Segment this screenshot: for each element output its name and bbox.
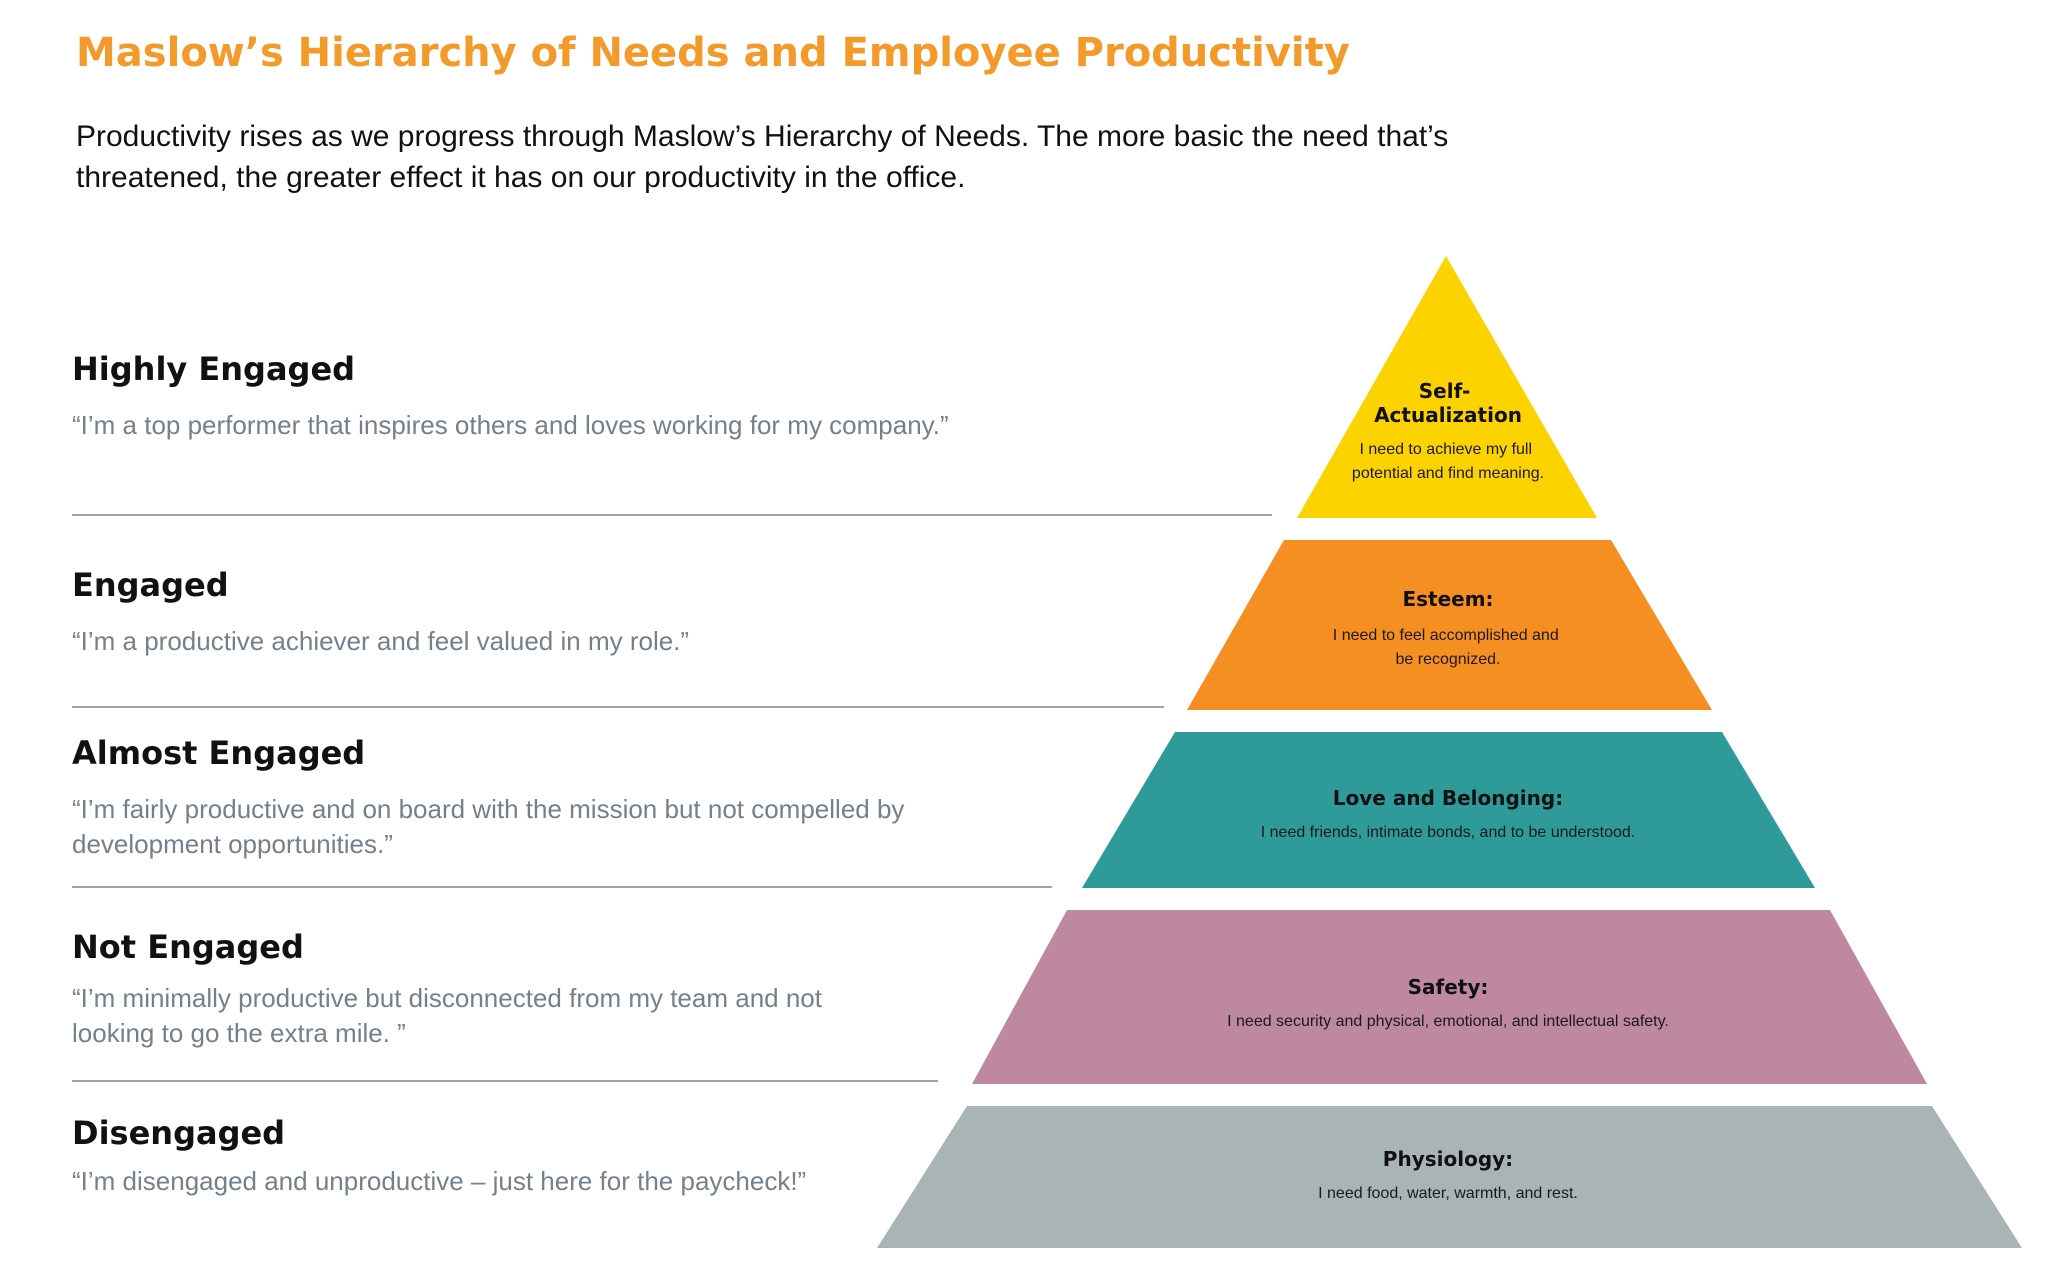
tier-description: I need to achieve my full potential and … <box>1352 441 1544 482</box>
tier-description: I need security and physical, emotional,… <box>1227 1013 1669 1030</box>
level-divider <box>72 514 1272 516</box>
tier-self-actualization: Self- Actualization I need to achieve my… <box>1297 256 1597 518</box>
level-quote-highly-engaged: “I’m a top performer that inspires other… <box>72 410 949 440</box>
level-quote-disengaged: “I’m disengaged and unproductive – just … <box>72 1166 807 1196</box>
tier-name: Love and Belonging: <box>1333 786 1563 810</box>
tier-shape <box>1082 732 1815 888</box>
tier-name: Physiology: <box>1383 1147 1513 1171</box>
level-quote-almost-engaged: “I’m fairly productive and on board with… <box>72 794 905 859</box>
tier-description: I need to feel accomplished and be recog… <box>1333 627 1563 668</box>
tier-shape <box>1187 540 1712 710</box>
tier-love-and-belonging: Love and Belonging: I need friends, inti… <box>1082 732 1815 888</box>
level-quote-engaged: “I’m a productive achiever and feel valu… <box>72 626 690 656</box>
level-heading-highly-engaged: Highly Engaged <box>72 350 356 388</box>
level-heading-almost-engaged: Almost Engaged <box>72 734 366 772</box>
tier-shape <box>972 910 1927 1084</box>
tier-safety: Safety: I need security and physical, em… <box>972 910 1927 1084</box>
page-subtitle: Productivity rises as we progress throug… <box>76 120 1449 194</box>
tier-shape <box>1297 256 1597 518</box>
tier-name: Safety: <box>1408 975 1489 999</box>
tier-physiology: Physiology: I need food, water, warmth, … <box>877 1106 2022 1248</box>
page-title: Maslow’s Hierarchy of Needs and Employee… <box>76 30 1350 76</box>
level-heading-engaged: Engaged <box>72 566 229 604</box>
tier-name: Esteem: <box>1402 587 1493 611</box>
tier-description: I need friends, intimate bonds, and to b… <box>1261 824 1635 841</box>
tier-esteem: Esteem: I need to feel accomplished and … <box>1187 540 1712 710</box>
level-divider <box>72 1080 938 1082</box>
tier-name: Self- Actualization <box>1374 379 1522 427</box>
level-heading-not-engaged: Not Engaged <box>72 928 304 966</box>
level-divider <box>72 886 1052 888</box>
level-divider <box>72 706 1164 708</box>
tier-shape <box>877 1106 2022 1248</box>
tier-description: I need food, water, warmth, and rest. <box>1318 1185 1578 1202</box>
level-heading-disengaged: Disengaged <box>72 1114 286 1152</box>
level-quote-not-engaged: “I’m minimally productive but disconnect… <box>72 983 822 1048</box>
